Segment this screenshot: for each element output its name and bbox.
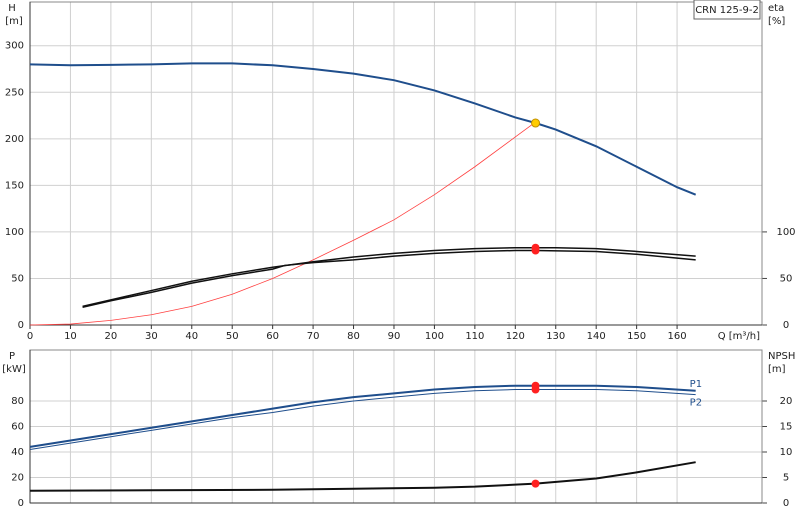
y2-tick-label: 50 [780, 273, 793, 284]
series-line [29, 62, 697, 196]
series-line [29, 461, 696, 492]
series-line [29, 389, 696, 450]
series-label: P2 [690, 398, 702, 409]
y2-tick-label: 15 [780, 422, 793, 433]
y-tick-label: 150 [5, 180, 24, 191]
y-tick-label: 20 [11, 473, 24, 484]
plot: 0 20 40 60 80 0 5 10 15 20 P [kW] NPSH [m] P1 P2 [2, 349, 795, 509]
y-tick-label: 80 [11, 396, 24, 407]
series-line [82, 246, 696, 308]
x-tick-label: 70 [307, 331, 320, 342]
y-axis-unit: [m] [5, 16, 23, 27]
x-tick-label: 120 [506, 331, 525, 342]
x-axis-label: Q [m³/h] [718, 331, 760, 342]
y2-tick-label: 20 [780, 396, 793, 407]
x-tick-label: 20 [105, 331, 118, 342]
y2-axis-unit: [m] [768, 364, 786, 375]
y-tick-label: 300 [5, 41, 24, 52]
duty-point [531, 246, 540, 255]
y2-axis-label: NPSH [768, 351, 795, 362]
x-tick-label: 160 [668, 331, 687, 342]
x-tick-label: 0 [27, 331, 33, 342]
series-label: P1 [690, 379, 702, 390]
series-line [29, 384, 696, 448]
x-tick-label: 30 [145, 331, 158, 342]
y-axis-label: H [8, 3, 16, 14]
x-tick-label: 130 [546, 331, 565, 342]
x-tick-label: 110 [465, 331, 484, 342]
x-tick-label: 50 [226, 331, 239, 342]
x-tick-label: 150 [627, 331, 646, 342]
x-tick-label: 60 [266, 331, 279, 342]
x-tick-label: 140 [587, 331, 606, 342]
y2-axis-label: eta [768, 3, 784, 14]
y-axis-unit: [kW] [2, 364, 26, 375]
x-tick-label: 10 [64, 331, 77, 342]
y2-tick-label: 5 [783, 473, 789, 484]
y-tick-label: 50 [11, 273, 24, 284]
y-tick-label: 40 [11, 447, 24, 458]
plot-frame [29, 1, 763, 326]
duty-point [531, 118, 541, 128]
duty-point [531, 479, 540, 488]
plot: 0 50 100 150 200 250 300 0 50 100 0 10 20 30 40 50 60 70 8… [5, 0, 796, 342]
legend-box [693, 0, 761, 20]
y2-tick-label: 0 [783, 320, 789, 331]
x-tick-label: 90 [388, 331, 401, 342]
y2-axis-unit: [%] [768, 16, 785, 27]
y-tick-label: 100 [5, 227, 24, 238]
y2-tick-label: 10 [780, 447, 793, 458]
y2-tick-label: 100 [776, 227, 795, 238]
y-tick-label: 0 [18, 498, 24, 509]
duty-point [531, 385, 540, 394]
series-line [29, 121, 536, 326]
y-axis-label: P [9, 351, 15, 362]
y-tick-label: 60 [11, 422, 24, 433]
y2-tick-label: 0 [783, 498, 789, 509]
y-tick-label: 0 [18, 320, 24, 331]
x-tick-label: 40 [185, 331, 198, 342]
x-tick-label: 100 [425, 331, 444, 342]
y-tick-label: 200 [5, 134, 24, 145]
legend-label: CRN 125-9-2 [695, 5, 759, 16]
series-line [82, 249, 696, 309]
y-tick-label: 250 [5, 87, 24, 98]
x-tick-label: 80 [347, 331, 360, 342]
